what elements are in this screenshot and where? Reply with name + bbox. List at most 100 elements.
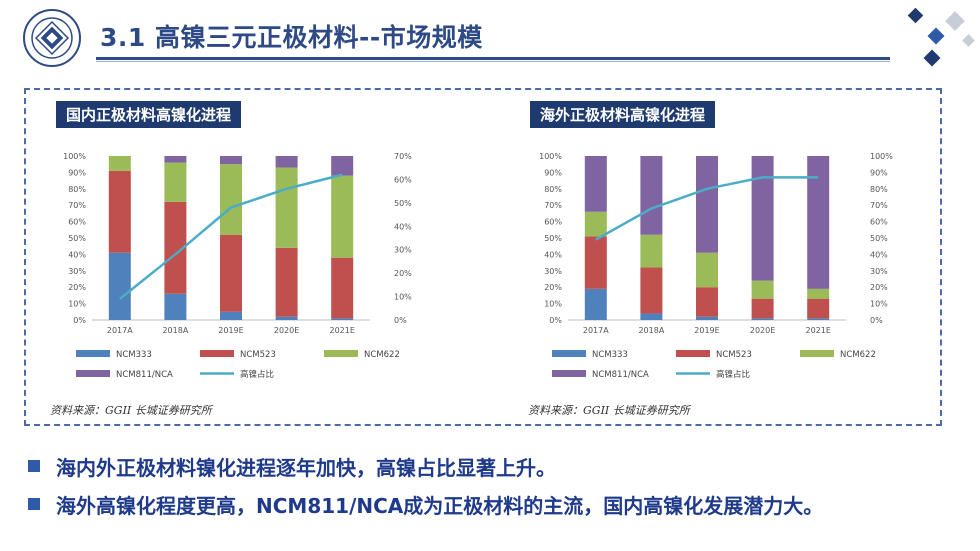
legend-swatch <box>552 350 586 357</box>
bar-segment <box>807 288 830 299</box>
y-tick-label: 40% <box>68 250 86 259</box>
y-tick-label: 0% <box>73 316 86 325</box>
x-tick-label: 2021E <box>805 326 830 335</box>
y2-tick-label: 60% <box>394 175 412 184</box>
y-tick-label: 60% <box>68 218 86 227</box>
bar-segment <box>331 175 354 258</box>
y-tick-label: 50% <box>544 234 562 243</box>
legend-swatch <box>76 350 110 357</box>
bar-segment <box>584 156 607 212</box>
chart-title-overseas: 海外正极材料高镍化进程 <box>530 101 716 128</box>
legend-swatch <box>552 370 586 377</box>
legend-label: 高镍占比 <box>716 369 750 380</box>
bar-segment <box>108 252 131 320</box>
bar-segment <box>164 201 187 294</box>
bar-segment <box>108 170 131 253</box>
y-tick-label: 40% <box>544 250 562 259</box>
legend-label: 高镍占比 <box>240 369 274 380</box>
bullet-item: 海内外正极材料镍化进程逐年加快，高镍占比显著上升。 <box>28 448 968 484</box>
bar-segment <box>751 156 774 281</box>
y2-tick-label: 0% <box>394 316 407 325</box>
chart-overseas: 0% 10% 20% 30% 40% 50% 60% 70% 80% 90% 100% 0% 10% 20… <box>539 152 893 380</box>
y-tick-label: 10% <box>68 300 86 309</box>
bar-segment <box>220 311 242 320</box>
bar-segment <box>108 156 131 171</box>
bar-segment <box>275 316 298 320</box>
legend-swatch <box>676 350 710 357</box>
y2-tick-label: 70% <box>394 152 412 161</box>
y-tick-label: 20% <box>544 283 562 292</box>
bar-segment <box>696 252 718 288</box>
charts-frame <box>24 88 942 426</box>
bar-segment <box>696 287 718 317</box>
legend-swatch <box>76 370 110 377</box>
legend-label: NCM333 <box>116 350 152 360</box>
bar-segment <box>164 162 187 202</box>
x-tick-label: 2018A <box>162 326 188 335</box>
y2-tick-label: 20% <box>870 283 888 292</box>
bar-segment <box>584 288 607 320</box>
x-tick-label: 2017A <box>583 326 609 335</box>
x-tick-label: 2021E <box>329 326 354 335</box>
key-points: 海内外正极材料镍化进程逐年加快，高镍占比显著上升。 海外高镍化程度更高，NCM8… <box>28 448 968 524</box>
legend-swatch <box>200 350 234 357</box>
bar-segment <box>807 298 830 319</box>
x-tick-label: 2020E <box>750 326 775 335</box>
bar-segment <box>807 318 830 320</box>
y-tick-label: 20% <box>68 283 86 292</box>
chart-domestic: 0% 10% 20% 30% 40% 50% 60% 70% 80% 90% 100% 0% 10% 20… <box>63 152 412 380</box>
legend-label: NCM622 <box>364 350 400 360</box>
legend-label: NCM622 <box>840 350 876 360</box>
bar-segment <box>275 167 298 248</box>
bar-segment <box>640 234 663 268</box>
x-tick-label: 2017A <box>107 326 133 335</box>
x-tick-label: 2020E <box>274 326 299 335</box>
y-tick-label: 10% <box>544 300 562 309</box>
bar-segment <box>584 211 607 237</box>
source-note-overseas: 资料来源：GGII 长城证券研究所 <box>528 404 690 417</box>
y-tick-label: 60% <box>544 218 562 227</box>
y2-tick-label: 10% <box>870 300 888 309</box>
bar-segment <box>331 318 354 320</box>
legend-swatch <box>324 350 358 357</box>
bar-segment <box>807 156 830 289</box>
legend-label: NCM523 <box>240 350 276 360</box>
y-tick-label: 70% <box>68 201 86 210</box>
y2-tick-label: 0% <box>870 316 883 325</box>
bar-segment <box>220 156 242 165</box>
legend-label: NCM811/NCA <box>116 370 173 380</box>
x-tick-label: 2018A <box>638 326 664 335</box>
y2-tick-label: 60% <box>870 218 888 227</box>
bar-segment <box>696 316 718 320</box>
y-tick-label: 100% <box>63 152 86 161</box>
page-title: 3.1 高镍三元正极材料--市场规模 <box>100 23 483 52</box>
bar-segment <box>164 293 187 320</box>
y2-tick-label: 80% <box>870 185 888 194</box>
source-note-domestic: 资料来源：GGII 长城证券研究所 <box>50 404 212 417</box>
y2-tick-label: 30% <box>394 246 412 255</box>
bar-segment <box>640 156 663 235</box>
bar-segment <box>164 156 187 163</box>
bar-segment <box>751 298 774 319</box>
title-underline-thin <box>96 61 890 62</box>
y2-tick-label: 10% <box>394 293 412 302</box>
x-tick-label: 2019E <box>694 326 719 335</box>
bar-segment <box>640 313 663 320</box>
y-tick-label: 100% <box>539 152 562 161</box>
bar-segment <box>275 156 298 168</box>
bar-segment <box>584 236 607 289</box>
university-seal-icon <box>22 8 82 68</box>
bullet-text: 海外高镍化程度更高，NCM811/NCA成为正极材料的主流，国内高镍化发展潜力大… <box>56 493 824 518</box>
bar-segment <box>640 267 663 314</box>
y2-tick-label: 70% <box>870 201 888 210</box>
y-tick-label: 30% <box>544 267 562 276</box>
bar-segment <box>331 156 354 176</box>
y2-tick-label: 30% <box>870 267 888 276</box>
y2-tick-label: 40% <box>870 250 888 259</box>
line-series-high-nickel <box>595 176 819 241</box>
y-tick-label: 80% <box>68 185 86 194</box>
bar-segment <box>331 257 354 319</box>
legend-label: NCM523 <box>716 350 752 360</box>
bullet-text: 海内外正极材料镍化进程逐年加快，高镍占比显著上升。 <box>56 455 556 480</box>
y-tick-label: 30% <box>68 267 86 276</box>
